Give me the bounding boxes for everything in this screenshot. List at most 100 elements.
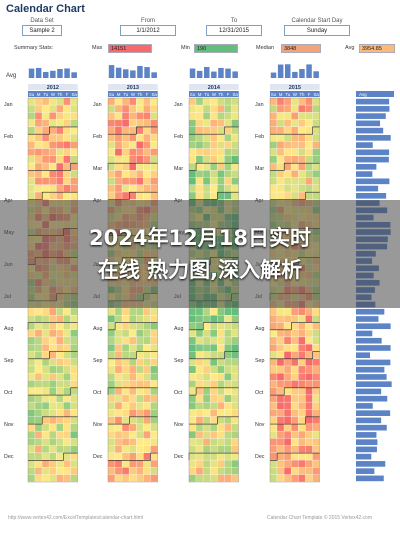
day-cell <box>217 177 225 185</box>
day-cell <box>49 337 57 344</box>
day-cell <box>270 387 277 395</box>
day-cell <box>298 329 306 337</box>
day-cell <box>129 141 137 149</box>
day-cell <box>63 134 71 142</box>
day-cell <box>291 141 299 149</box>
from-date-input[interactable]: 1/1/2012 <box>120 25 176 36</box>
day-cell <box>49 366 57 373</box>
day-cell <box>49 373 57 381</box>
day-cell <box>143 387 151 395</box>
side-avg-bar <box>356 395 388 402</box>
day-cell <box>291 163 299 171</box>
day-letter: M <box>117 92 121 97</box>
day-cell <box>108 409 115 417</box>
day-cell <box>217 460 225 468</box>
day-cell <box>115 170 122 178</box>
day-cell <box>284 315 291 323</box>
day-cell <box>150 134 158 142</box>
day-cell <box>203 98 210 105</box>
day-cell <box>122 308 129 316</box>
day-cell <box>108 163 115 171</box>
day-cell <box>231 98 239 105</box>
avg-value: 3954.85 <box>359 44 395 53</box>
day-cell <box>231 315 239 323</box>
side-avg-bar <box>356 374 387 380</box>
day-cell <box>143 315 151 323</box>
day-cell <box>224 366 232 373</box>
day-cell <box>129 184 137 192</box>
day-cell <box>115 322 122 330</box>
day-cell <box>298 438 306 446</box>
month-label: Aug <box>255 326 264 332</box>
day-cell <box>277 366 284 373</box>
footer-url[interactable]: http://www.vertex42.com/ExcelTemplates/c… <box>8 515 144 521</box>
year-label: 2015 <box>289 85 301 91</box>
day-cell <box>70 308 78 316</box>
day-cell <box>270 163 277 171</box>
day-cell <box>35 155 42 163</box>
day-cell <box>203 438 210 446</box>
weekday-avg-bar <box>225 68 231 78</box>
day-cell <box>217 184 225 192</box>
day-cell <box>189 424 196 431</box>
day-cell <box>108 308 115 316</box>
day-cell <box>42 322 49 330</box>
day-cell <box>150 474 158 482</box>
day-cell <box>312 438 320 446</box>
day-cell <box>210 192 218 200</box>
day-cell <box>189 409 196 417</box>
day-cell <box>35 148 42 156</box>
month-label: Mar <box>4 166 13 172</box>
to-date-input[interactable]: 12/31/2015 <box>206 25 262 36</box>
side-avg-label: Avg <box>359 92 367 97</box>
day-cell <box>277 409 284 417</box>
day-cell <box>49 98 57 105</box>
day-cell <box>115 184 122 192</box>
day-cell <box>35 315 42 323</box>
side-avg-bar <box>356 468 375 474</box>
day-cell <box>136 387 144 395</box>
day-cell <box>63 445 71 453</box>
day-cell <box>129 163 137 171</box>
day-cell <box>277 467 284 475</box>
day-cell <box>129 453 137 460</box>
day-cell <box>150 395 158 402</box>
day-cell <box>291 395 299 402</box>
day-cell <box>49 126 57 134</box>
weekday-avg-bar <box>232 71 238 78</box>
day-cell <box>42 373 49 381</box>
day-cell <box>298 351 306 359</box>
day-cell <box>298 126 306 134</box>
month-label: Dec <box>174 454 184 460</box>
day-cell <box>291 358 299 366</box>
day-cell <box>224 112 232 120</box>
day-cell <box>277 148 284 156</box>
day-cell <box>136 366 144 373</box>
day-cell <box>189 373 196 381</box>
day-cell <box>224 460 232 468</box>
day-letter: Tu <box>123 92 128 97</box>
day-cell <box>70 453 78 460</box>
day-cell <box>49 155 57 163</box>
day-cell <box>115 141 122 149</box>
day-cell <box>150 373 158 381</box>
dataset-select[interactable]: Sample 2 <box>22 25 62 36</box>
start-day-select[interactable]: Sunday <box>284 25 350 36</box>
day-cell <box>28 126 35 134</box>
day-cell <box>28 467 35 475</box>
day-cell <box>129 170 137 178</box>
day-cell <box>136 98 144 105</box>
day-cell <box>35 351 42 359</box>
day-cell <box>224 134 232 142</box>
day-cell <box>129 460 137 468</box>
day-letter-row-bg <box>189 91 239 97</box>
day-cell <box>203 134 210 142</box>
day-cell <box>277 329 284 337</box>
day-cell <box>28 373 35 381</box>
year-header-bg <box>270 84 320 90</box>
side-avg-bar <box>356 388 382 395</box>
day-cell <box>42 112 49 120</box>
weekday-avg-bar <box>50 70 56 78</box>
day-cell <box>210 467 218 475</box>
day-cell <box>284 358 291 366</box>
